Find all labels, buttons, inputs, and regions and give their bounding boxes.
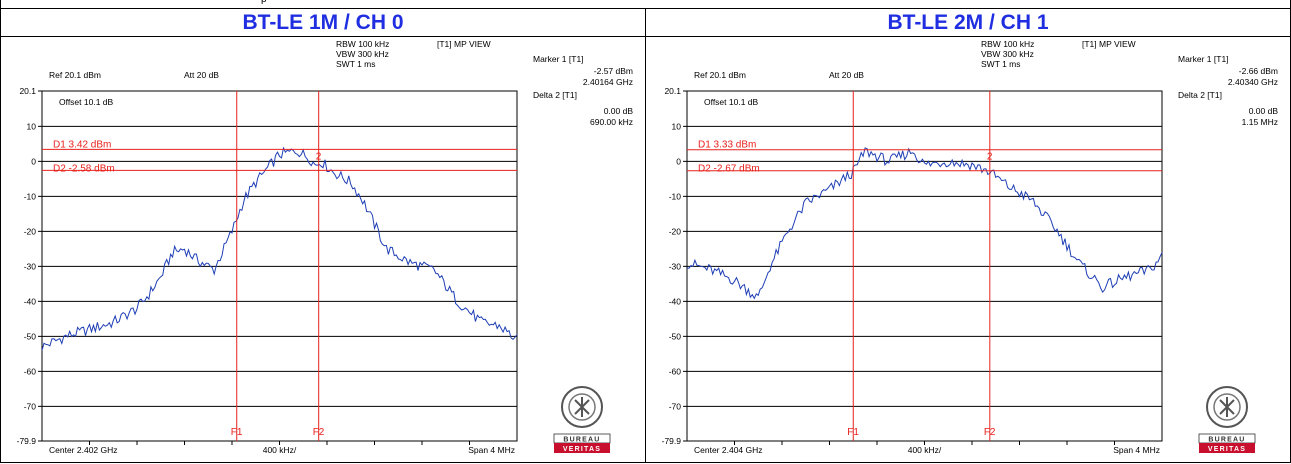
center-freq-label: Center 2.404 GHz (694, 445, 763, 455)
span-label: Span 4 MHz (1113, 445, 1160, 455)
logo-emblem (1219, 397, 1235, 417)
y-tick-label: -50 (24, 331, 37, 341)
panel-ch0: BT-LE 1M / CH 0 20.1 10 0 -10 -20 -30 -40 -50 -6… (0, 8, 646, 463)
marker-label: Marker 1 [T1] (533, 54, 584, 64)
div-label: 400 kHz/ (263, 445, 297, 455)
y-tick-label: -30 (24, 261, 37, 271)
rbw-label: RBW 100 kHz (981, 39, 1034, 49)
y-tick-label: -10 (669, 191, 682, 201)
vbw-label: VBW 300 kHz (336, 49, 389, 59)
y-tick-label: 10 (672, 121, 682, 131)
y-tick-label: -50 (669, 331, 682, 341)
mode-label: [T1] MP VIEW (1082, 39, 1136, 49)
marker-2-label: 2 (987, 152, 993, 163)
logo-band-bottom (1199, 443, 1255, 453)
swt-label: SWT 1 ms (981, 59, 1021, 69)
bureau-veritas-logo: BUREAU VERITAS (1198, 386, 1256, 453)
marker-label: Marker 1 [T1] (1178, 54, 1229, 64)
panel-title: BT-LE 2M / CH 1 (646, 9, 1290, 37)
vbw-label: VBW 300 kHz (981, 49, 1034, 59)
bureau-veritas-logo: BUREAU VERITAS (553, 386, 611, 453)
ref-label: Ref 20.1 dBm (49, 70, 101, 80)
panel-title: BT-LE 1M / CH 0 (1, 9, 645, 37)
delta-level: 0.00 dB (604, 106, 634, 116)
center-freq-label: Center 2.402 GHz (49, 445, 118, 455)
panel-ch1: BT-LE 2M / CH 1 20.1 10 0 -10 -20 -30 -40 -50 -6… (645, 8, 1291, 463)
y-tick-label: 20.1 (664, 86, 681, 96)
swt-label: SWT 1 ms (336, 59, 376, 69)
span-label: Span 4 MHz (468, 445, 515, 455)
f2-label: F2 (984, 427, 996, 438)
y-tick-label: -60 (669, 366, 682, 376)
y-tick-label: 0 (31, 156, 36, 166)
offset-label: Offset 10.1 dB (59, 97, 114, 107)
delta-freq: 1.15 MHz (1242, 117, 1278, 127)
y-tick-label: -20 (24, 226, 37, 236)
logo-band-bottom (554, 443, 610, 453)
marker-freq: 2.40340 GHz (1228, 77, 1278, 87)
y-tick-label: -60 (24, 366, 37, 376)
y-tick-label: 0 (676, 156, 681, 166)
div-label: 400 kHz/ (908, 445, 942, 455)
top-strip: p (0, 0, 1291, 8)
spectrum-chart-ch0: 20.1 10 0 -10 -20 -30 -40 -50 -60 -70 -79.9 RBW 100… (17, 39, 634, 455)
header-fragment: p (261, 0, 267, 5)
y-tick-label: -79.9 (17, 436, 37, 446)
y-tick-label: -70 (24, 401, 37, 411)
y-tick-label: -20 (669, 226, 682, 236)
delta-label: Delta 2 [T1] (533, 90, 577, 100)
trace-line (41, 146, 518, 351)
d1-label: D1 3.42 dBm (53, 139, 111, 150)
d2-label: D2 -2.58 dBm (53, 163, 115, 174)
att-label: Att 20 dB (184, 70, 219, 80)
logo-text-bottom: VERITAS (1208, 446, 1246, 453)
trace-line (686, 147, 1163, 300)
y-tick-label: -40 (24, 296, 37, 306)
f2-label: F2 (313, 427, 325, 438)
mode-label: [T1] MP VIEW (437, 39, 491, 49)
rbw-label: RBW 100 kHz (336, 39, 389, 49)
y-tick-label: -30 (669, 261, 682, 271)
y-tick-label: 20.1 (19, 86, 36, 96)
att-label: Att 20 dB (829, 70, 864, 80)
logo-emblem (574, 397, 590, 417)
f1-label: F1 (231, 427, 243, 438)
y-tick-label: -10 (24, 191, 37, 201)
y-tick-label: -79.9 (662, 436, 682, 446)
marker-level: -2.57 dBm (594, 66, 633, 76)
spectrum-chart-ch1: 20.1 10 0 -10 -20 -30 -40 -50 -60 -70 -79.9 RBW 100… (662, 39, 1279, 455)
y-tick-label: -70 (669, 401, 682, 411)
offset-label: Offset 10.1 dB (704, 97, 759, 107)
d1-label: D1 3.33 dBm (698, 140, 756, 151)
logo-text-top: BUREAU (563, 437, 600, 444)
d2-label: D2 -2.67 dBm (698, 164, 760, 175)
delta-level: 0.00 dB (1249, 106, 1279, 116)
logo-text-top: BUREAU (1208, 437, 1245, 444)
logo-text-bottom: VERITAS (563, 446, 601, 453)
delta-freq: 690.00 kHz (590, 117, 633, 127)
y-tick-label: -40 (669, 296, 682, 306)
marker-level: -2.66 dBm (1239, 66, 1278, 76)
delta-label: Delta 2 [T1] (1178, 90, 1222, 100)
marker-2-label: 2 (316, 151, 322, 162)
f1-label: F1 (847, 427, 859, 438)
ref-label: Ref 20.1 dBm (694, 70, 746, 80)
y-tick-label: 10 (27, 121, 37, 131)
marker-freq: 2.40164 GHz (583, 77, 633, 87)
